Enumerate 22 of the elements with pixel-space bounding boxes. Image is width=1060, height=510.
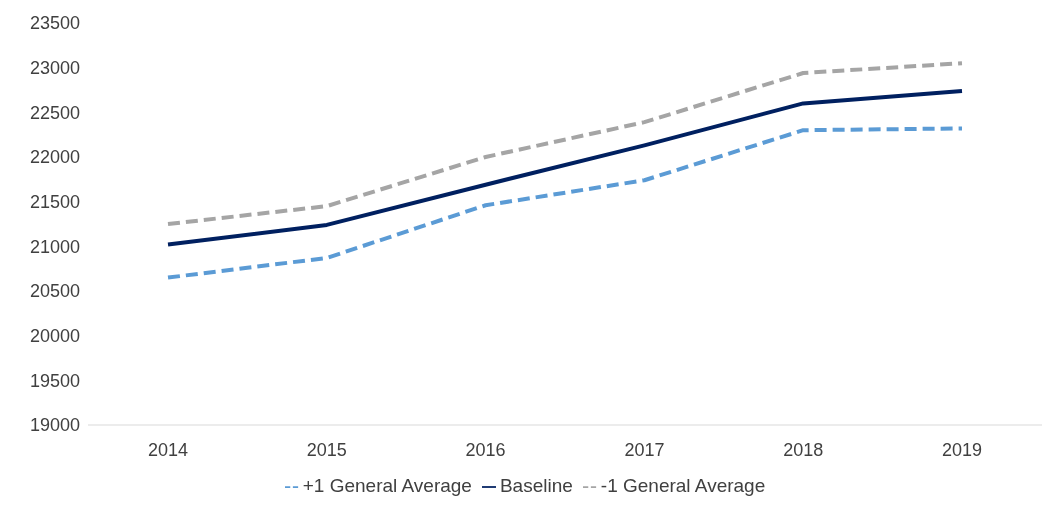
y-tick-label: 23500: [29, 13, 80, 34]
y-tick-label: 22000: [29, 147, 80, 168]
y-tick-label: 23000: [29, 58, 80, 79]
x-tick-label: 2014: [147, 439, 189, 460]
legend-label: +1 General Average: [302, 475, 472, 496]
line-series: [166, 61, 964, 226]
line-series: [166, 88, 964, 247]
y-tick-label: 21000: [29, 236, 80, 257]
y-tick-label: 21500: [29, 192, 80, 213]
legend-label: -1 General Average: [600, 475, 766, 496]
legend-label: Baseline: [499, 475, 573, 496]
x-tick-label: 2017: [624, 439, 665, 460]
y-tick-label: 22500: [29, 102, 80, 123]
y-tick-label: 19000: [29, 415, 80, 436]
x-tick-label: 2016: [465, 439, 506, 460]
y-tick-label: 20500: [29, 281, 80, 302]
y-tick-label: 19500: [29, 370, 80, 391]
line-series: [166, 126, 964, 280]
x-tick-label: 2018: [783, 439, 824, 460]
x-tick-label: 2019: [941, 439, 983, 460]
y-tick-label: 20000: [29, 326, 80, 347]
x-tick-label: 2015: [306, 439, 347, 460]
